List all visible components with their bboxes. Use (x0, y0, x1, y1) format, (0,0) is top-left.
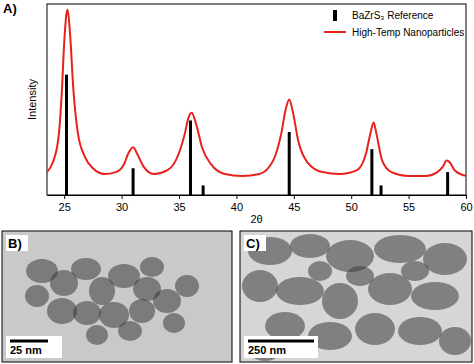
micrograph: B) 25 nm (2, 231, 232, 362)
image-background (2, 231, 232, 362)
particle (86, 325, 108, 345)
particle (140, 257, 164, 277)
reference-bar (446, 172, 449, 195)
particle (322, 283, 358, 319)
scale-bar (248, 340, 314, 343)
x-tick: 45 (288, 195, 300, 213)
particle (326, 240, 374, 272)
particle (439, 327, 471, 355)
x-tick: 50 (346, 195, 358, 213)
y-axis-title: Intensity (26, 79, 38, 120)
image-border (2, 231, 232, 362)
panel-label: A) (3, 1, 17, 16)
x-tick-mark (409, 195, 410, 199)
particle (265, 312, 305, 340)
particle (47, 298, 77, 324)
particle (129, 299, 155, 323)
reference-bar (288, 132, 291, 195)
plot-frame (47, 4, 466, 195)
x-tick: 55 (403, 195, 415, 213)
x-tick-label: 45 (288, 201, 300, 213)
x-tick-label: 60 (460, 201, 472, 213)
micrograph: C) 250 nm (240, 231, 472, 362)
x-tick-label: 25 (59, 201, 71, 213)
scale-label: 25 nm (10, 344, 42, 356)
x-tick-label: 30 (116, 201, 128, 213)
x-tick: 30 (116, 195, 128, 213)
image-background (240, 231, 472, 362)
legend-swatch (324, 31, 346, 33)
particle (401, 261, 429, 281)
reference-bar (370, 149, 373, 195)
x-tick-mark (236, 195, 237, 199)
figure: A) 25 30 35 40 45 50 55 60 2θ Intensity BaZrS₃ Refe… (0, 0, 474, 364)
particle (118, 321, 142, 341)
particle (290, 234, 330, 258)
x-tick-mark (64, 195, 65, 199)
x-tick-mark (122, 195, 123, 199)
particle (276, 277, 324, 305)
x-axis: 25 30 35 40 45 50 55 60 (48, 195, 473, 213)
x-tick: 40 (231, 195, 243, 213)
x-tick-label: 50 (346, 201, 358, 213)
x-tick: 60 (460, 195, 472, 213)
x-tick: 25 (59, 195, 71, 213)
particle (308, 261, 332, 281)
particle (71, 258, 101, 280)
scale-label: 250 nm (248, 344, 286, 356)
x-tick: 35 (173, 195, 185, 213)
panel-label: C) (246, 236, 260, 251)
x-tick-mark (294, 195, 295, 199)
label-box (244, 235, 266, 251)
x-tick-label: 40 (231, 201, 243, 213)
pattern-line (47, 10, 466, 176)
reference-bar (202, 185, 205, 195)
label-box (6, 235, 28, 251)
x-tick-mark (179, 195, 180, 199)
scale-bar (10, 340, 48, 343)
image-border (240, 231, 472, 362)
legend-label: High-Temp Nanoparticles (352, 27, 464, 38)
particle (355, 313, 395, 345)
micrograph-image (240, 231, 472, 362)
reference-bar (189, 121, 192, 195)
legend-item: BaZrS₃ Reference (333, 10, 434, 21)
particle (163, 313, 185, 333)
scale-box (244, 336, 318, 358)
panel-label: B) (8, 236, 22, 251)
reference-bar (380, 185, 383, 195)
scale-box (6, 336, 62, 358)
particle (423, 243, 467, 275)
particle (25, 285, 49, 307)
legend-swatch (333, 10, 337, 21)
particle (411, 282, 459, 310)
particle (398, 317, 442, 345)
micrograph-image (2, 231, 232, 362)
particle (175, 275, 199, 297)
x-axis-title: 2θ (250, 213, 262, 225)
x-tick-label: 35 (173, 201, 185, 213)
particle (346, 266, 374, 286)
plot-area (47, 10, 466, 195)
x-tick-mark (466, 195, 467, 199)
particle (242, 270, 278, 302)
particle (374, 235, 426, 263)
legend-label: BaZrS₃ Reference (352, 10, 434, 21)
x-tick-label: 55 (403, 201, 415, 213)
reference-bar (132, 168, 135, 195)
legend-item: High-Temp Nanoparticles (324, 27, 464, 38)
legend: BaZrS₃ Reference High-Temp Nanoparticles (324, 10, 464, 38)
reference-bar (65, 75, 68, 195)
x-tick-mark (351, 195, 352, 199)
particle (153, 289, 181, 313)
particle (73, 301, 101, 325)
